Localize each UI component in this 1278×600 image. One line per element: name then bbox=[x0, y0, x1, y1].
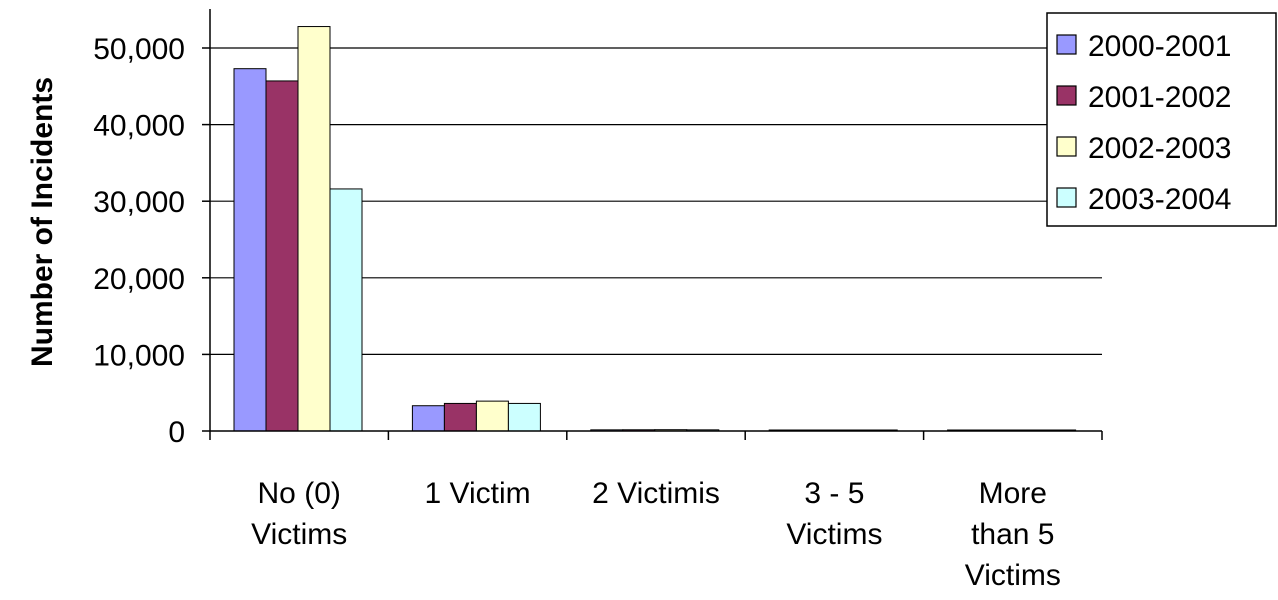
bar bbox=[475, 400, 509, 432]
legend: 2000-2001 2001-2002 2002-2003 2003-2004 bbox=[1046, 12, 1277, 227]
y-tick-labels: 0 10,000 20,000 30,000 40,000 50,000 bbox=[93, 33, 185, 449]
x-category-label: than 5 bbox=[971, 518, 1054, 551]
legend-swatch bbox=[1056, 136, 1077, 157]
bar bbox=[507, 402, 541, 432]
x-category-label: Victims bbox=[251, 518, 347, 551]
legend-box bbox=[1046, 12, 1277, 227]
y-tick-label: 0 bbox=[168, 416, 185, 449]
x-category-label: No (0) bbox=[258, 477, 341, 510]
x-category-labels: No (0) Victims 1 Victim 2 Victimis 3 - 5 Vict… bbox=[251, 477, 1061, 592]
bar bbox=[233, 68, 267, 432]
legend-label: 2000-2001 bbox=[1088, 30, 1231, 63]
x-category-label: More bbox=[979, 477, 1047, 510]
bar bbox=[411, 405, 445, 432]
legend-label: 2001-2002 bbox=[1088, 81, 1231, 114]
y-tick-label: 40,000 bbox=[93, 110, 185, 143]
x-category-label: 3 - 5 bbox=[804, 477, 864, 510]
y-tick-label: 10,000 bbox=[93, 339, 185, 372]
legend-label: 2002-2003 bbox=[1088, 132, 1231, 165]
x-category-label: 2 Victimis bbox=[592, 477, 720, 510]
bar bbox=[297, 26, 331, 432]
y-tick-label: 30,000 bbox=[93, 186, 185, 219]
bar bbox=[265, 80, 299, 432]
legend-swatch bbox=[1056, 187, 1077, 208]
legend-label: 2003-2004 bbox=[1088, 183, 1231, 216]
axes bbox=[202, 9, 1103, 440]
x-category-label: Victims bbox=[786, 518, 882, 551]
x-category-label: Victims bbox=[965, 559, 1061, 592]
bar bbox=[443, 402, 477, 432]
legend-swatch bbox=[1056, 85, 1077, 106]
y-axis-title: Number of Incidents bbox=[26, 77, 59, 367]
y-tick-label: 50,000 bbox=[93, 33, 185, 66]
bar bbox=[329, 188, 363, 432]
bars bbox=[233, 26, 1077, 432]
y-tick-label: 20,000 bbox=[93, 263, 185, 296]
legend-swatch bbox=[1056, 34, 1077, 55]
x-category-label: 1 Victim bbox=[425, 477, 531, 510]
